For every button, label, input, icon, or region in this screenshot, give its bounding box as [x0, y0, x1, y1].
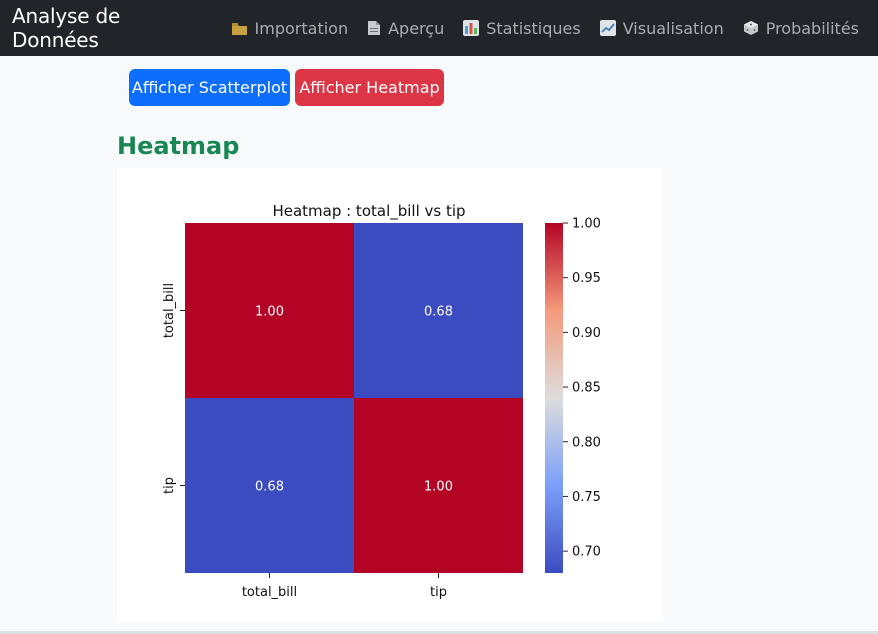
- x-tick-label: tip: [430, 585, 447, 600]
- dice-icon: [743, 21, 758, 35]
- heatmap-cell-labels: 1.00 0.68 0.68 1.00: [255, 305, 453, 495]
- colorbar-tick-label: 0.95: [572, 271, 601, 286]
- y-tick-label: tip: [162, 477, 177, 494]
- heatmap-cells: [185, 223, 523, 573]
- nav-item-label: Importation: [254, 18, 349, 38]
- colorbar-tick-label: 0.90: [572, 326, 601, 341]
- bar-chart-icon: [463, 20, 480, 36]
- nav-item-label: Statistiques: [486, 18, 581, 38]
- nav-item-apercu[interactable]: Aperçu: [367, 19, 444, 38]
- cell-annotation: 0.68: [424, 305, 453, 320]
- cell-annotation: 0.68: [255, 480, 284, 495]
- nav-item-importation[interactable]: Importation: [231, 18, 349, 38]
- page-bottom-edge: [0, 631, 878, 634]
- heatmap-chart: Heatmap : total_bill vs tip 1.00 0.68 0.68…: [162, 202, 601, 600]
- show-scatterplot-button[interactable]: Afficher Scatterplot: [129, 69, 290, 106]
- colorbar: [545, 223, 563, 573]
- colorbar-tick-label: 0.70: [572, 545, 601, 560]
- colorbar-ticks: 1.00 0.95 0.90 0.85 0.80 0.75 0.70: [563, 217, 601, 560]
- heatmap-cell: [354, 223, 523, 398]
- heatmap-cell: [354, 398, 523, 573]
- y-tick-label: total_bill: [162, 283, 177, 338]
- x-tick-label: total_bill: [242, 585, 297, 600]
- colorbar-tick-label: 0.80: [572, 435, 601, 450]
- nav-item-label: Probabilités: [765, 18, 859, 38]
- nav-item-statistiques[interactable]: Statistiques: [463, 18, 581, 38]
- folder-icon: [231, 22, 247, 35]
- show-heatmap-button[interactable]: Afficher Heatmap: [295, 69, 444, 106]
- chart-card: Heatmap : total_bill vs tip 1.00 0.68 0.68…: [117, 168, 663, 623]
- x-axis: total_bill tip: [242, 573, 447, 600]
- document-icon: [368, 21, 381, 35]
- nav-item-probabilites[interactable]: Probabilités: [743, 19, 859, 38]
- nav-item-label: Aperçu: [388, 18, 445, 38]
- navbar-brand[interactable]: Analyse de Données: [12, 4, 121, 52]
- heatmap-cell: [185, 223, 354, 398]
- heatmap-cell: [185, 398, 354, 573]
- nav-menu: Importation Aperçu Statistiques: [231, 19, 878, 38]
- colorbar-tick-label: 0.75: [572, 490, 601, 505]
- cell-annotation: 1.00: [255, 305, 284, 320]
- colorbar-tick-label: 1.00: [572, 217, 601, 232]
- nav-item-label: Visualisation: [622, 18, 724, 38]
- section-title: Heatmap: [117, 132, 240, 160]
- navbar: Analyse de Données Importation Aperçu: [0, 0, 878, 56]
- cell-annotation: 1.00: [424, 480, 453, 495]
- colorbar-tick-label: 0.85: [572, 381, 601, 396]
- chart-title: Heatmap : total_bill vs tip: [272, 202, 465, 221]
- nav-item-visualisation[interactable]: Visualisation: [599, 18, 724, 38]
- line-chart-icon: [599, 20, 616, 36]
